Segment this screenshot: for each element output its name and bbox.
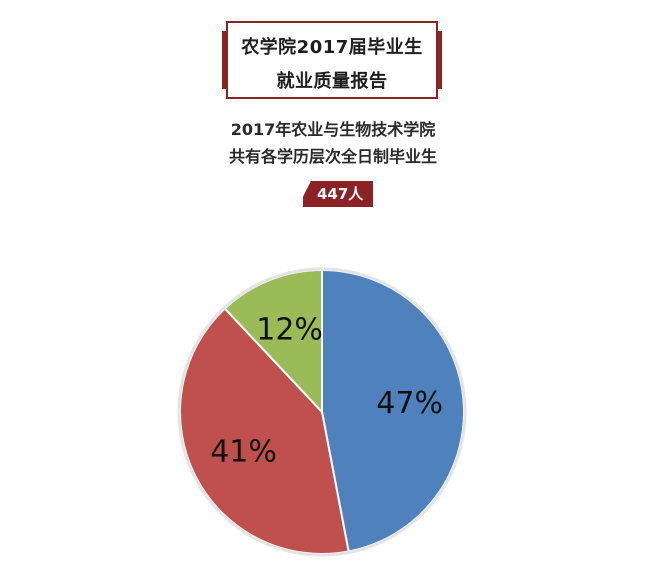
pie-slices bbox=[177, 267, 467, 557]
subtitle-line-2: 共有各学历层次全日制毕业生 bbox=[228, 147, 437, 166]
report-title-box: 农学院2017届毕业生 就业质量报告 bbox=[222, 21, 442, 99]
pie-label-blue: 47% bbox=[376, 386, 443, 421]
pie-label-green: 12% bbox=[256, 313, 323, 348]
pie-label-red: 41% bbox=[210, 434, 277, 469]
graduate-count-badge: 447人 bbox=[303, 181, 374, 207]
report-title-line-2: 就业质量报告 bbox=[276, 71, 388, 92]
subtitle-line-1: 2017年农业与生物技术学院 bbox=[230, 120, 436, 139]
pie-outline bbox=[177, 267, 467, 557]
report-title-line-1: 农学院2017届毕业生 bbox=[241, 37, 423, 58]
pie-labels: 47% 41% 12% bbox=[210, 313, 443, 470]
